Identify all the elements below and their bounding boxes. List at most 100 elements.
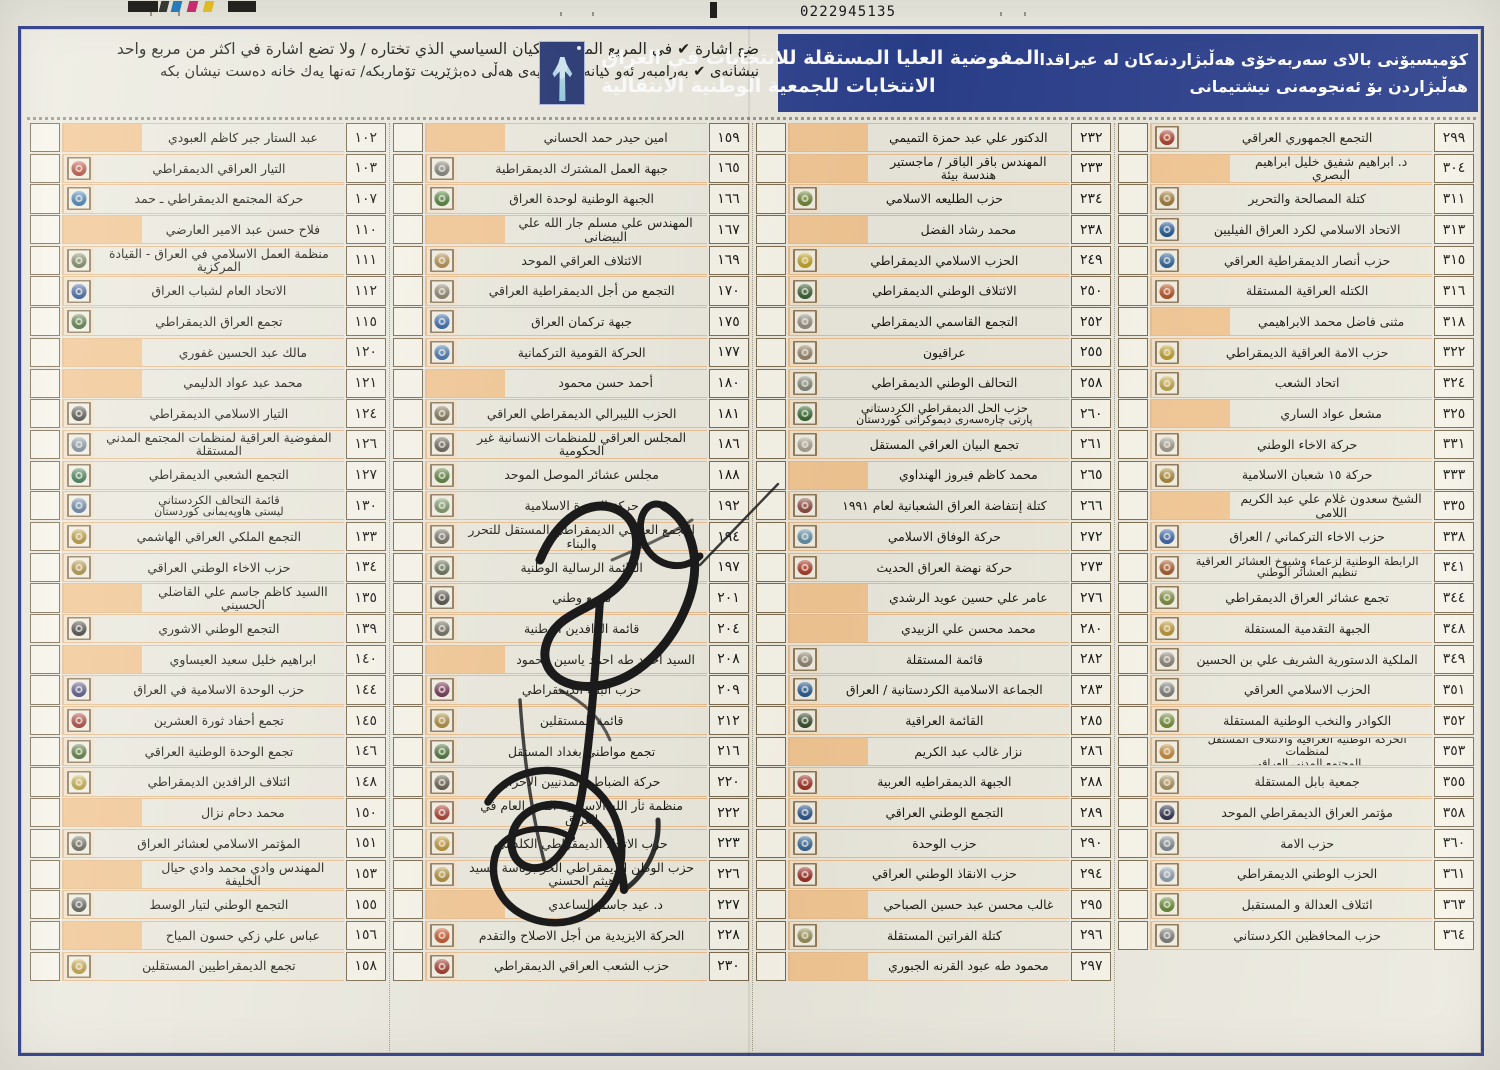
- ballot-row[interactable]: ٣٥٥ جمعية بابل المستقلة: [1118, 767, 1474, 797]
- ballot-row[interactable]: ١٣٣ التجمع الملكي العراقي الهاشمي: [30, 521, 386, 552]
- vote-checkbox[interactable]: [1118, 153, 1149, 183]
- vote-checkbox[interactable]: [30, 429, 60, 460]
- vote-checkbox[interactable]: [392, 399, 423, 429]
- ballot-row[interactable]: ٣٥٣ الحركة الوطنية العراقية والائتلاف الم…: [1118, 736, 1474, 766]
- ballot-row[interactable]: ١٩٢ حركة الدعوة الاسلامية: [392, 491, 749, 521]
- vote-checkbox[interactable]: [392, 276, 423, 306]
- vote-checkbox[interactable]: [755, 460, 786, 490]
- vote-checkbox[interactable]: [30, 828, 60, 858]
- ballot-row[interactable]: ٢٧٦ عامر علي حسين عويد الرشدي: [755, 583, 1112, 613]
- ballot-row[interactable]: ٢٨٥ القائمة العراقية: [755, 706, 1112, 736]
- ballot-row[interactable]: ١٣٩ التجمع الوطني الاشوري: [30, 614, 386, 644]
- ballot-row[interactable]: ٢٢٠ حركة الضباط والمدنيين الأحرار: [392, 767, 749, 797]
- ballot-row[interactable]: ٣٤١ الرابطة الوطنية لزعماء وشيوخ العشائر …: [1118, 552, 1474, 582]
- vote-checkbox[interactable]: [30, 675, 60, 705]
- ballot-row[interactable]: ٣٦٣ ائتلاف العدالة و المستقبل: [1118, 890, 1474, 920]
- ballot-row[interactable]: ٢٢٣ حزب الاتحاد الديمقراطي الكلدائي: [392, 828, 749, 858]
- vote-checkbox[interactable]: [1118, 368, 1149, 398]
- vote-checkbox[interactable]: [1118, 920, 1149, 951]
- vote-checkbox[interactable]: [1118, 399, 1149, 429]
- ballot-row[interactable]: ١٥٠ محمد دحام نزال: [30, 798, 386, 828]
- ballot-row[interactable]: ٣٥٢ الكوادر والنخب الوطنية المستقلة: [1118, 706, 1474, 736]
- vote-checkbox[interactable]: [755, 859, 786, 889]
- ballot-row[interactable]: ٢٩٤ حزب الانقاذ الوطني العراقي: [755, 859, 1112, 889]
- ballot-row[interactable]: ٢٣٠ حزب الشعب العراقي الديمقراطي: [392, 951, 749, 981]
- ballot-row[interactable]: ١٨١ الحزب الليبرالي الديمقراطي العراقي: [392, 399, 749, 429]
- vote-checkbox[interactable]: [30, 307, 60, 337]
- ballot-row[interactable]: ٢٣٣ المهندس باقر الباقر / ماجستير هندسة ب…: [755, 153, 1112, 183]
- ballot-row[interactable]: ١٠٢ عبد الستار جبر كاظم العبودي: [30, 123, 386, 153]
- ballot-row[interactable]: ١٢١ محمد عبد عواد الدليمي: [30, 368, 386, 398]
- ballot-row[interactable]: ٢٩٦ كتلة الفراتين المستقلة: [755, 920, 1112, 951]
- ballot-row[interactable]: ٢٩٥ غالب محسن عبد حسين الصباحي: [755, 890, 1112, 920]
- ballot-row[interactable]: ١٠٣ التيار العراقي الديمقراطي: [30, 153, 386, 183]
- vote-checkbox[interactable]: [30, 859, 60, 889]
- vote-checkbox[interactable]: [392, 644, 423, 674]
- vote-checkbox[interactable]: [755, 920, 786, 951]
- vote-checkbox[interactable]: [30, 614, 60, 644]
- vote-checkbox[interactable]: [30, 399, 60, 429]
- ballot-row[interactable]: ١٩٤ التجمع العراقي الديمقراطي المستقل للت…: [392, 521, 749, 552]
- ballot-row[interactable]: ٣٣٣ حركة ١٥ شعبان الاسلامية: [1118, 460, 1474, 490]
- vote-checkbox[interactable]: [755, 245, 786, 275]
- ballot-row[interactable]: ٣٠٤ د. ابراهيم شفيق خليل ابراهيم البصري: [1118, 153, 1474, 183]
- vote-checkbox[interactable]: [392, 890, 423, 920]
- ballot-row[interactable]: ٢٠٨ السيد احمد طه احمد ياسين محمود: [392, 644, 749, 674]
- vote-checkbox[interactable]: [30, 491, 60, 521]
- vote-checkbox[interactable]: [1118, 307, 1149, 337]
- ballot-row[interactable]: ٢٨٨ الجبهة الديمقراطيه العربية: [755, 767, 1112, 797]
- vote-checkbox[interactable]: [755, 736, 786, 766]
- ballot-row[interactable]: ٢٣٢ الدكتور علي عبد حمزة التميمي: [755, 123, 1112, 153]
- ballot-row[interactable]: ٣١١ كتلة المصالحة والتحرير: [1118, 184, 1474, 214]
- vote-checkbox[interactable]: [392, 920, 423, 951]
- vote-checkbox[interactable]: [392, 429, 423, 460]
- vote-checkbox[interactable]: [392, 184, 423, 214]
- vote-checkbox[interactable]: [1118, 706, 1149, 736]
- vote-checkbox[interactable]: [30, 644, 60, 674]
- vote-checkbox[interactable]: [392, 521, 423, 552]
- vote-checkbox[interactable]: [30, 706, 60, 736]
- ballot-row[interactable]: ١٦٧ المهندس علي مسلم جار الله علي البيضان…: [392, 215, 749, 245]
- ballot-row[interactable]: ١٤٤ حزب الوحدة الاسلامية في العراق: [30, 675, 386, 705]
- vote-checkbox[interactable]: [30, 767, 60, 797]
- vote-checkbox[interactable]: [30, 337, 60, 367]
- vote-checkbox[interactable]: [755, 614, 786, 644]
- vote-checkbox[interactable]: [392, 307, 423, 337]
- vote-checkbox[interactable]: [1118, 583, 1149, 613]
- ballot-row[interactable]: ١٢٤ التيار الاسلامي الديمقراطي: [30, 399, 386, 429]
- ballot-row[interactable]: ١٧٠ التجمع من أجل الديمقراطية العراقي: [392, 276, 749, 306]
- ballot-row[interactable]: ٢٨٠ محمد محسن علي الزبيدي: [755, 614, 1112, 644]
- vote-checkbox[interactable]: [755, 890, 786, 920]
- vote-checkbox[interactable]: [1118, 276, 1149, 306]
- ballot-row[interactable]: ٢٢٨ الحركة الايزيدية من أجل الاصلاح والتق…: [392, 920, 749, 951]
- vote-checkbox[interactable]: [30, 276, 60, 306]
- vote-checkbox[interactable]: [392, 460, 423, 490]
- vote-checkbox[interactable]: [392, 951, 423, 981]
- vote-checkbox[interactable]: [392, 123, 423, 153]
- vote-checkbox[interactable]: [392, 245, 423, 275]
- vote-checkbox[interactable]: [392, 552, 423, 582]
- vote-checkbox[interactable]: [1118, 337, 1149, 367]
- vote-checkbox[interactable]: [30, 798, 60, 828]
- vote-checkbox[interactable]: [755, 276, 786, 306]
- ballot-row[interactable]: ٢٣٤ حزب الطليعه الاسلامي: [755, 184, 1112, 214]
- vote-checkbox[interactable]: [755, 337, 786, 367]
- ballot-row[interactable]: ١٨٦ المجلس العراقي للمنظمات الانسانية غير…: [392, 429, 749, 460]
- vote-checkbox[interactable]: [392, 337, 423, 367]
- vote-checkbox[interactable]: [392, 736, 423, 766]
- vote-checkbox[interactable]: [755, 951, 786, 981]
- vote-checkbox[interactable]: [1118, 859, 1149, 889]
- vote-checkbox[interactable]: [392, 798, 423, 828]
- ballot-row[interactable]: ١٠٧ حركة المجتمع الديمقراطي ـ حمد: [30, 184, 386, 214]
- vote-checkbox[interactable]: [392, 368, 423, 398]
- vote-checkbox[interactable]: [1118, 828, 1149, 858]
- vote-checkbox[interactable]: [30, 460, 60, 490]
- ballot-row[interactable]: ١٥١ المؤتمر الاسلامي لعشائر العراق: [30, 828, 386, 858]
- ballot-row[interactable]: ٢٨٢ قائمة المستقلة: [755, 644, 1112, 674]
- vote-checkbox[interactable]: [1118, 644, 1149, 674]
- ballot-row[interactable]: ٢٨٣ الجماعة الاسلامية الكردستانية / العرا…: [755, 675, 1112, 705]
- ballot-row[interactable]: ١٢٧ التجمع الشعبي الديمقراطي: [30, 460, 386, 490]
- ballot-row[interactable]: ١٥٨ تجمع الديمقراطيين المستقلين: [30, 951, 386, 981]
- vote-checkbox[interactable]: [392, 767, 423, 797]
- vote-checkbox[interactable]: [392, 706, 423, 736]
